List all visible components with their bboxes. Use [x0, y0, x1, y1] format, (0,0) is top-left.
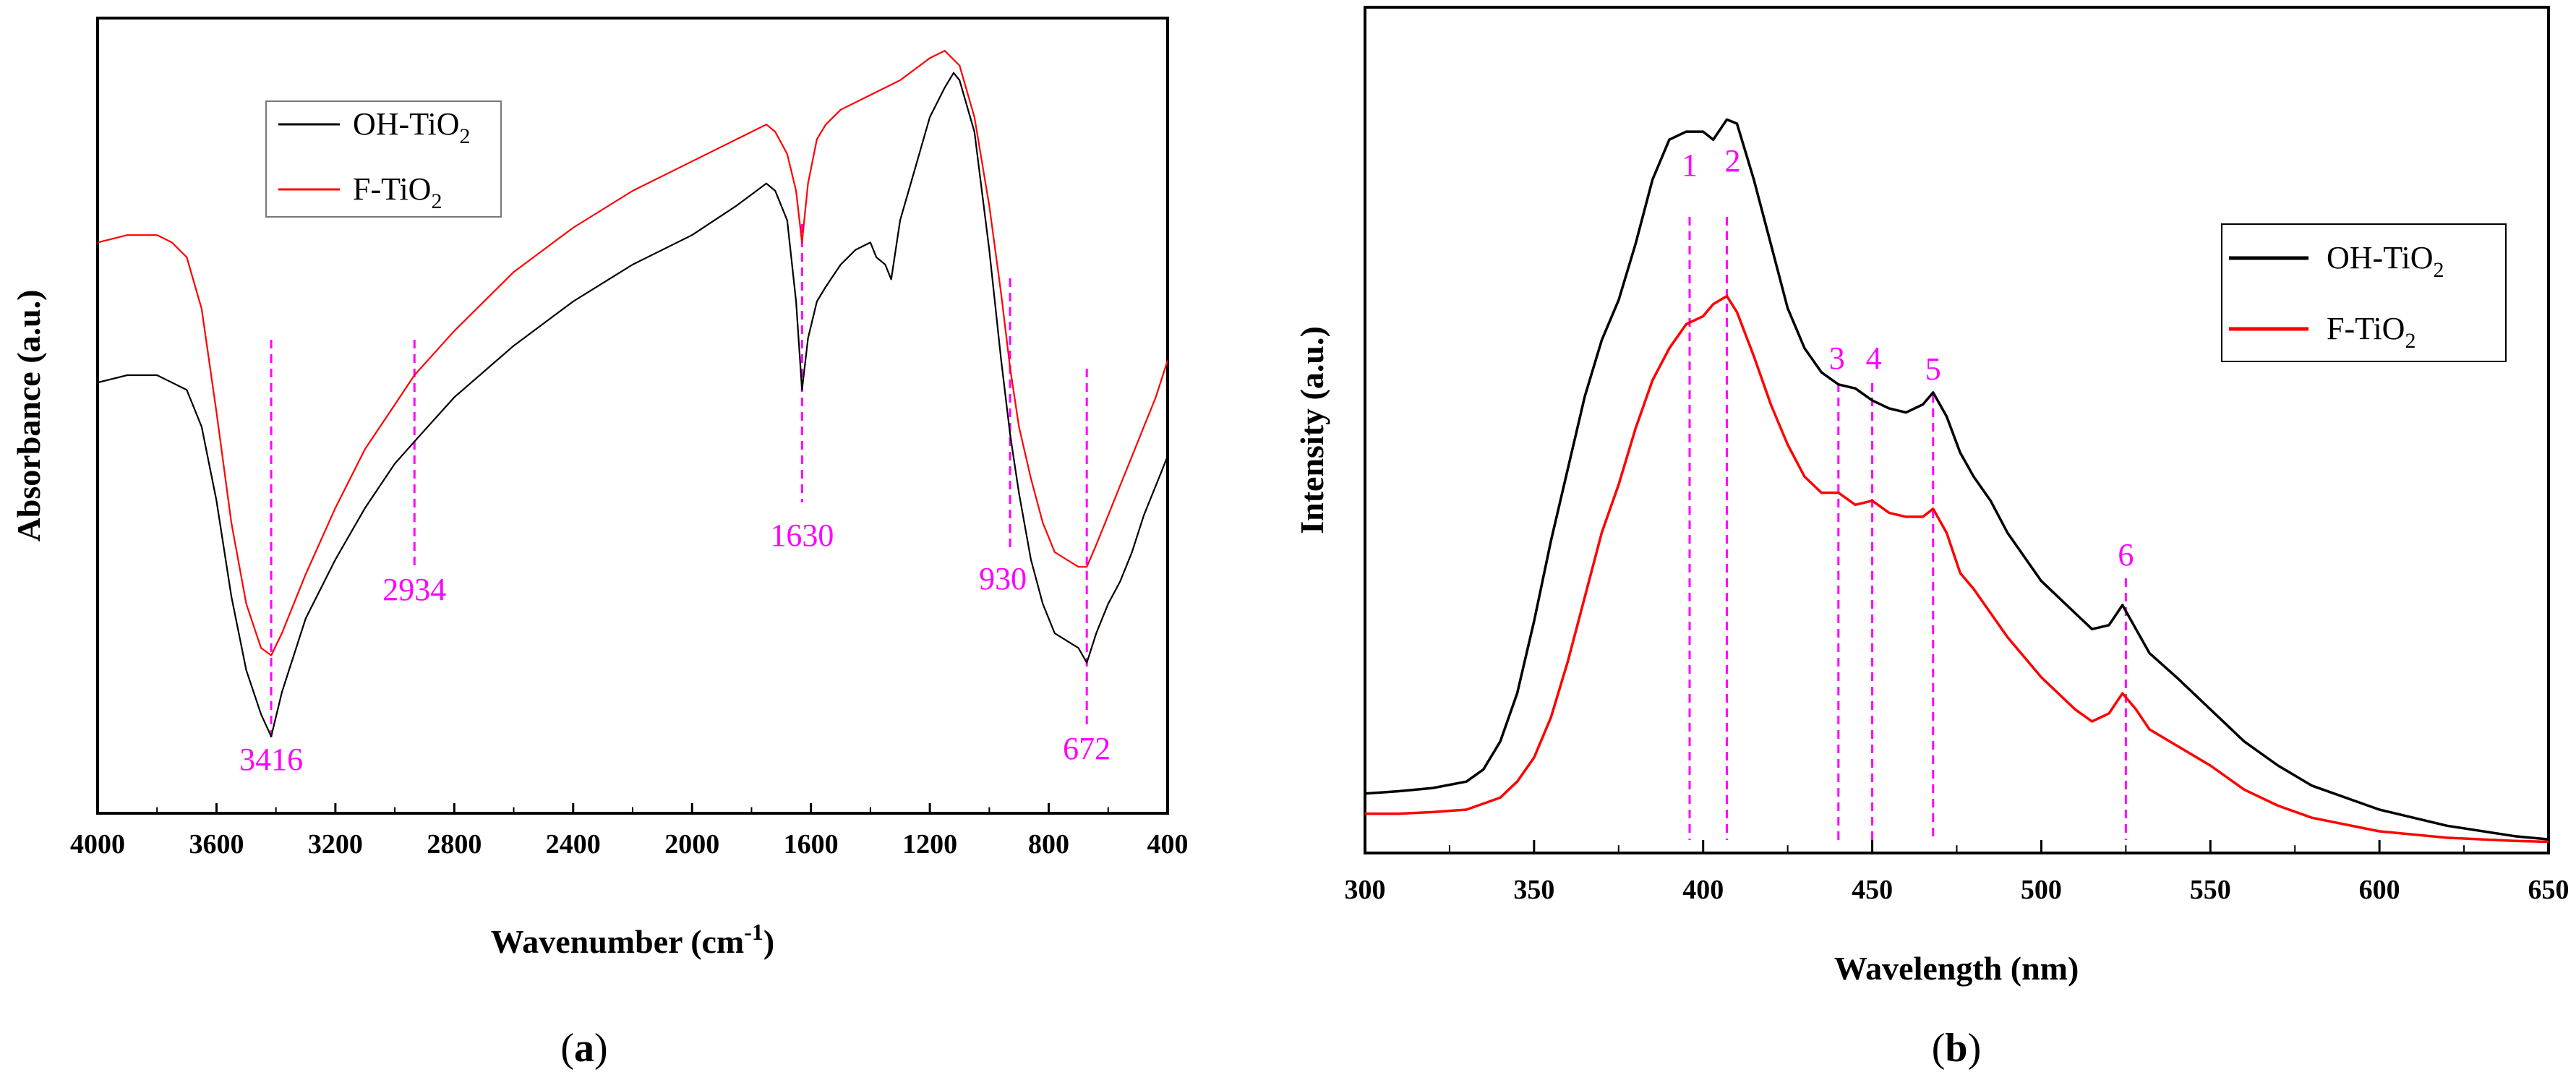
panel-b-label-close: ): [1968, 1026, 1982, 1071]
panel-a-legend-f-sub: 2: [431, 189, 442, 213]
peak-marker-label: 2934: [382, 572, 446, 607]
x-tick-label: 3600: [189, 829, 244, 860]
panel-b-series: [1364, 118, 2549, 844]
panel-b-label-letter: b: [1945, 1026, 1967, 1071]
panel-a-x-title-main: Wavenumber (cm: [491, 923, 745, 960]
peak-marker-label: 1630: [770, 518, 834, 553]
panel-b-x-axis-title: Wavelength (nm): [1834, 950, 2079, 987]
panel-b-label-open: (: [1932, 1026, 1946, 1071]
panel-a-x-title-sup: -1: [744, 919, 763, 945]
peak-marker-label: 4: [1866, 340, 1882, 376]
peak-marker-label: 1: [1682, 147, 1698, 183]
series-line-f-tio2: [97, 50, 1169, 656]
peak-marker-label: 5: [1925, 351, 1941, 387]
panel-a-legend-label-oh: OH-TiO2: [353, 106, 471, 148]
series-line-oh-tio2: [97, 72, 1169, 737]
panel-a-legend-label-f: F-TiO2: [353, 171, 442, 213]
x-tick-label: 300: [1345, 875, 1386, 905]
x-tick-label: 450: [1852, 875, 1893, 905]
x-tick-label: 500: [2021, 875, 2062, 905]
panel-a-x-ticks: 4000 3600 3200 2800 2400 2000 1600 1200 800 400: [70, 803, 1189, 860]
panel-b-legend-label-f: F-TiO2: [2327, 311, 2415, 353]
peak-marker-label: 2: [1724, 143, 1740, 179]
panel-a-label: (a): [560, 1026, 607, 1071]
x-tick-label: 350: [1513, 875, 1554, 905]
peak-marker-label: 930: [979, 561, 1027, 596]
panel-a-legend-oh-name: OH-TiO: [353, 106, 460, 142]
peak-marker-label: 672: [1063, 731, 1111, 766]
x-tick-label: 650: [2528, 875, 2569, 905]
panel-a-x-title-end: ): [763, 923, 774, 960]
panel-b-legend: OH-TiO2 F-TiO2: [2221, 223, 2507, 362]
panel-a-peak-markers: 3416 2934 1630 930 672: [239, 224, 1111, 777]
panel-a-legend-box: [265, 100, 502, 218]
panel-a-legend-oh-sub: 2: [460, 124, 471, 148]
panel-b-legend-box: [2221, 223, 2507, 362]
peak-marker-label: 3416: [239, 742, 303, 777]
x-tick-label: 1600: [784, 829, 839, 860]
panel-b-legend-f-name: F-TiO: [2327, 311, 2405, 346]
series-line-f-tio2: [1365, 294, 2549, 844]
panel-b-legend-oh-sub: 2: [2434, 258, 2444, 282]
panel-b-x-ticks: 300 350 400 450 500 550 600 650: [1345, 840, 2569, 905]
panel-b-legend-oh-name: OH-TiO: [2327, 240, 2434, 275]
x-tick-label: 1200: [902, 829, 957, 860]
panel-b-pl-chart: 300 350 400 450 500 550 600 650 1 23 4 56 OH-TiO2 …: [1293, 6, 2569, 1071]
panel-a-ftir-chart: 4000 3600 3200 2800 2400 2000 1600 1200 800 400 3…: [10, 17, 1189, 1071]
x-tick-label: 400: [1147, 829, 1189, 860]
panel-a-label-close: ): [594, 1026, 608, 1071]
x-tick-label: 800: [1028, 829, 1069, 860]
x-tick-label: 400: [1682, 875, 1724, 905]
panel-b-plot-frame: [1364, 6, 2550, 854]
x-tick-label: 2000: [664, 829, 719, 860]
panel-a-x-axis-title: Wavenumber (cm-1): [491, 919, 775, 960]
panel-b-label: (b): [1932, 1026, 1981, 1071]
panel-a-label-letter: a: [574, 1026, 594, 1071]
peak-marker-label: 3: [1829, 340, 1845, 376]
peak-marker-label: 6: [2118, 537, 2134, 573]
series-line-oh-tio2: [1364, 118, 2549, 841]
panel-a-y-axis-title: Absorbance (a.u.): [10, 290, 47, 542]
panel-b-y-axis-title: Intensity (a.u.): [1293, 326, 1330, 534]
panel-b-legend-label-oh: OH-TiO2: [2327, 240, 2444, 282]
panel-a-legend-f-name: F-TiO: [353, 171, 431, 207]
panel-b-legend-f-sub: 2: [2405, 329, 2415, 353]
panel-a-label-open: (: [560, 1026, 574, 1071]
x-tick-label: 3200: [308, 829, 363, 860]
x-tick-label: 2400: [546, 829, 601, 860]
panel-b-peak-markers: 1 23 4 56: [1682, 143, 2134, 840]
x-tick-label: 600: [2359, 875, 2400, 905]
x-tick-label: 2800: [427, 829, 482, 860]
panel-a-legend: OH-TiO2 F-TiO2: [265, 100, 502, 218]
panel-a-series: [97, 50, 1169, 737]
x-tick-label: 550: [2190, 875, 2231, 905]
x-tick-label: 4000: [70, 829, 125, 860]
